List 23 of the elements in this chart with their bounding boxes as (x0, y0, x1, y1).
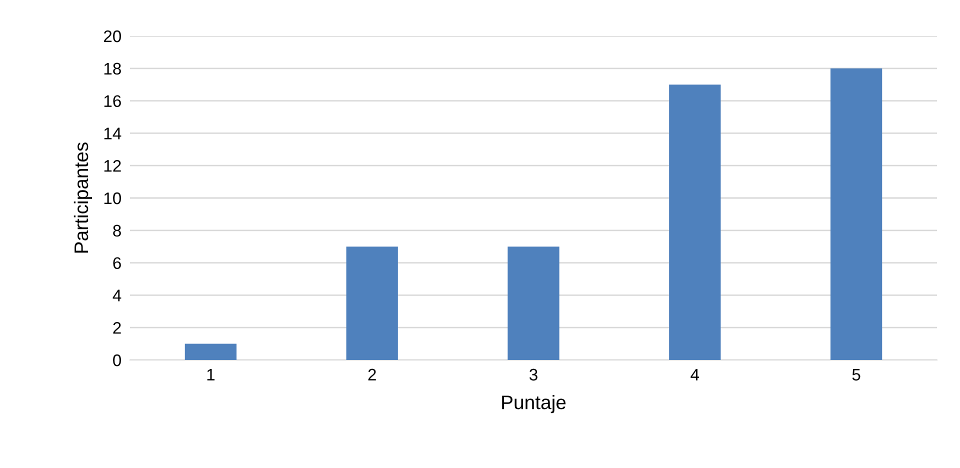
x-tick-label: 4 (690, 368, 700, 380)
bar (184, 344, 237, 360)
y-tick-label: 14 (104, 128, 122, 140)
bar (830, 68, 882, 360)
y-tick-label: 18 (104, 62, 121, 75)
bar (508, 246, 560, 360)
y-tick-label: 8 (113, 224, 121, 237)
y-tick-label: 0 (113, 354, 122, 366)
y-tick-label: 20 (104, 30, 122, 42)
x-tick-label: 1 (207, 368, 215, 380)
y-tick-label: 2 (113, 322, 121, 334)
y-tick-label: 16 (104, 95, 121, 108)
bar (669, 84, 721, 360)
y-tick-label: 6 (113, 257, 121, 270)
bar (346, 246, 398, 360)
x-tick-label: 5 (852, 368, 860, 381)
x-tick-label: 3 (530, 368, 538, 381)
x-tick-label: 2 (368, 368, 376, 380)
y-tick-label: 12 (104, 160, 121, 172)
y-axis-title: Participantes (74, 142, 92, 253)
y-tick-label: 4 (112, 290, 122, 302)
y-tick-label: 10 (104, 192, 122, 204)
x-axis-title: Puntaje (502, 394, 566, 414)
